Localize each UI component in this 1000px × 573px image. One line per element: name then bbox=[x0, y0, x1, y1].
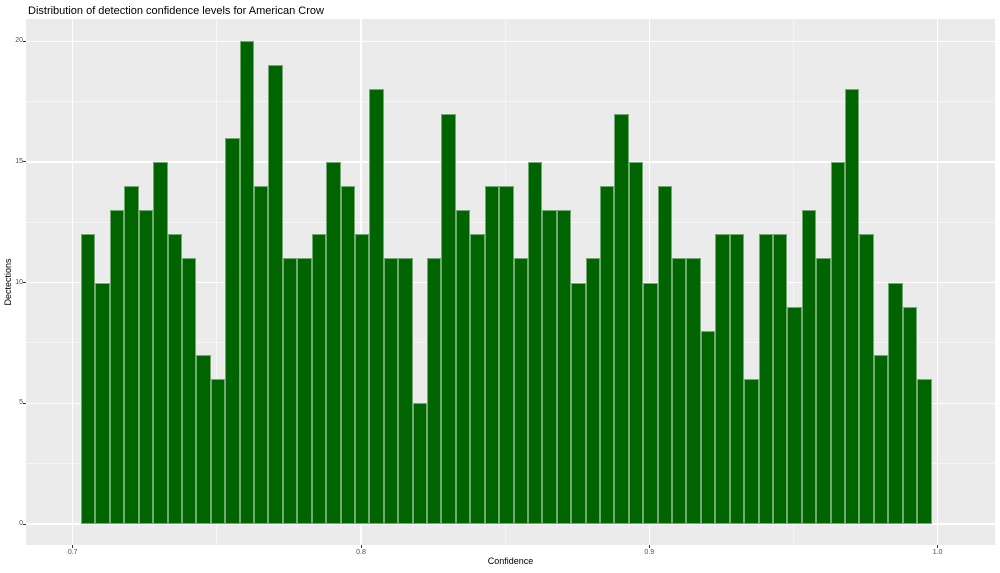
histogram-bar bbox=[542, 210, 557, 524]
gridline-major-horizontal bbox=[26, 523, 995, 525]
histogram-bar bbox=[412, 403, 428, 524]
histogram-bar bbox=[109, 210, 125, 524]
histogram-bar bbox=[499, 186, 514, 524]
x-axis-tick bbox=[72, 545, 74, 548]
histogram-bar bbox=[297, 258, 312, 524]
histogram-bar bbox=[845, 89, 860, 524]
histogram-bar bbox=[686, 258, 701, 524]
histogram-bar bbox=[455, 210, 471, 524]
histogram-bar bbox=[138, 210, 154, 524]
gridline-major-vertical bbox=[648, 19, 650, 545]
histogram-bar bbox=[354, 234, 370, 524]
histogram-bar bbox=[801, 210, 817, 524]
histogram-bar bbox=[657, 186, 673, 524]
histogram-bar bbox=[600, 186, 615, 524]
chart-title: Distribution of detection confidence lev… bbox=[28, 5, 324, 17]
histogram-bar bbox=[614, 113, 629, 524]
histogram-bar bbox=[311, 234, 327, 524]
histogram-bar bbox=[787, 306, 802, 524]
histogram-bar bbox=[643, 282, 658, 524]
histogram-bar bbox=[816, 258, 831, 524]
x-axis-title: Confidence bbox=[487, 556, 534, 566]
y-axis-tick-label: 15 bbox=[15, 157, 23, 165]
x-axis-tick bbox=[937, 545, 939, 548]
histogram-bar bbox=[239, 41, 255, 524]
histogram-bar bbox=[527, 161, 543, 524]
gridline-major-horizontal bbox=[26, 161, 995, 163]
histogram-bar bbox=[556, 210, 572, 524]
histogram-bar bbox=[282, 258, 298, 524]
histogram-bar bbox=[470, 234, 485, 524]
histogram-bar bbox=[326, 161, 341, 524]
x-axis-tick-label: 0.9 bbox=[644, 549, 655, 556]
histogram-bar bbox=[744, 379, 759, 524]
histogram-bar bbox=[873, 355, 889, 524]
y-axis-tick-label: 10 bbox=[15, 278, 23, 286]
y-axis-tick bbox=[23, 523, 26, 525]
y-axis-tick bbox=[23, 161, 26, 163]
histogram-bar bbox=[441, 113, 456, 524]
y-axis-tick-label: 0 bbox=[19, 520, 23, 527]
histogram-bar bbox=[628, 161, 644, 524]
histogram-bar bbox=[196, 355, 211, 524]
gridline-major-horizontal bbox=[26, 40, 995, 42]
histogram-bar bbox=[254, 186, 269, 524]
histogram-bar bbox=[340, 186, 355, 524]
y-axis-tick-label: 5 bbox=[19, 399, 23, 407]
histogram-bar bbox=[917, 379, 932, 524]
y-axis-tick bbox=[23, 40, 26, 42]
plot-panel bbox=[26, 19, 995, 545]
histogram-bar bbox=[513, 258, 528, 524]
histogram-bar bbox=[772, 234, 788, 524]
histogram-bar bbox=[225, 137, 240, 524]
x-axis-tick bbox=[360, 545, 362, 548]
histogram-bar bbox=[124, 186, 139, 524]
histogram-bar bbox=[369, 89, 384, 524]
histogram-bar bbox=[585, 258, 600, 524]
histogram-bar bbox=[210, 379, 226, 524]
x-axis-tick-label: 0.7 bbox=[67, 549, 78, 556]
gridline-minor-horizontal bbox=[26, 101, 995, 103]
y-axis-tick bbox=[23, 282, 26, 284]
x-axis-tick-label: 1.0 bbox=[932, 549, 943, 556]
histogram-bar bbox=[571, 282, 586, 524]
histogram-bar bbox=[81, 234, 96, 524]
histogram-bar bbox=[758, 234, 773, 524]
gridline-major-vertical bbox=[936, 19, 939, 545]
histogram-bar bbox=[268, 65, 283, 524]
histogram-bar bbox=[427, 258, 442, 524]
histogram-bar bbox=[383, 258, 399, 524]
histogram-bar bbox=[700, 330, 716, 524]
histogram-bar bbox=[859, 234, 874, 524]
histogram-bar bbox=[398, 258, 413, 524]
x-axis-tick-label: 0.8 bbox=[356, 549, 366, 556]
histogram-bar bbox=[95, 282, 110, 524]
gridline-major-vertical bbox=[72, 19, 74, 545]
histogram-bar bbox=[888, 282, 903, 524]
y-axis-tick bbox=[23, 402, 26, 404]
histogram-bar bbox=[167, 234, 182, 524]
histogram-bar bbox=[715, 234, 730, 524]
histogram-bar bbox=[153, 161, 168, 524]
y-axis-tick-label: 20 bbox=[15, 37, 23, 45]
histogram-bar bbox=[902, 306, 918, 524]
histogram-bar bbox=[484, 186, 500, 524]
histogram-bar bbox=[672, 258, 687, 524]
histogram-bar bbox=[181, 258, 197, 524]
x-axis-tick bbox=[648, 545, 650, 548]
histogram-bar bbox=[729, 234, 745, 524]
histogram-bar bbox=[830, 161, 846, 524]
